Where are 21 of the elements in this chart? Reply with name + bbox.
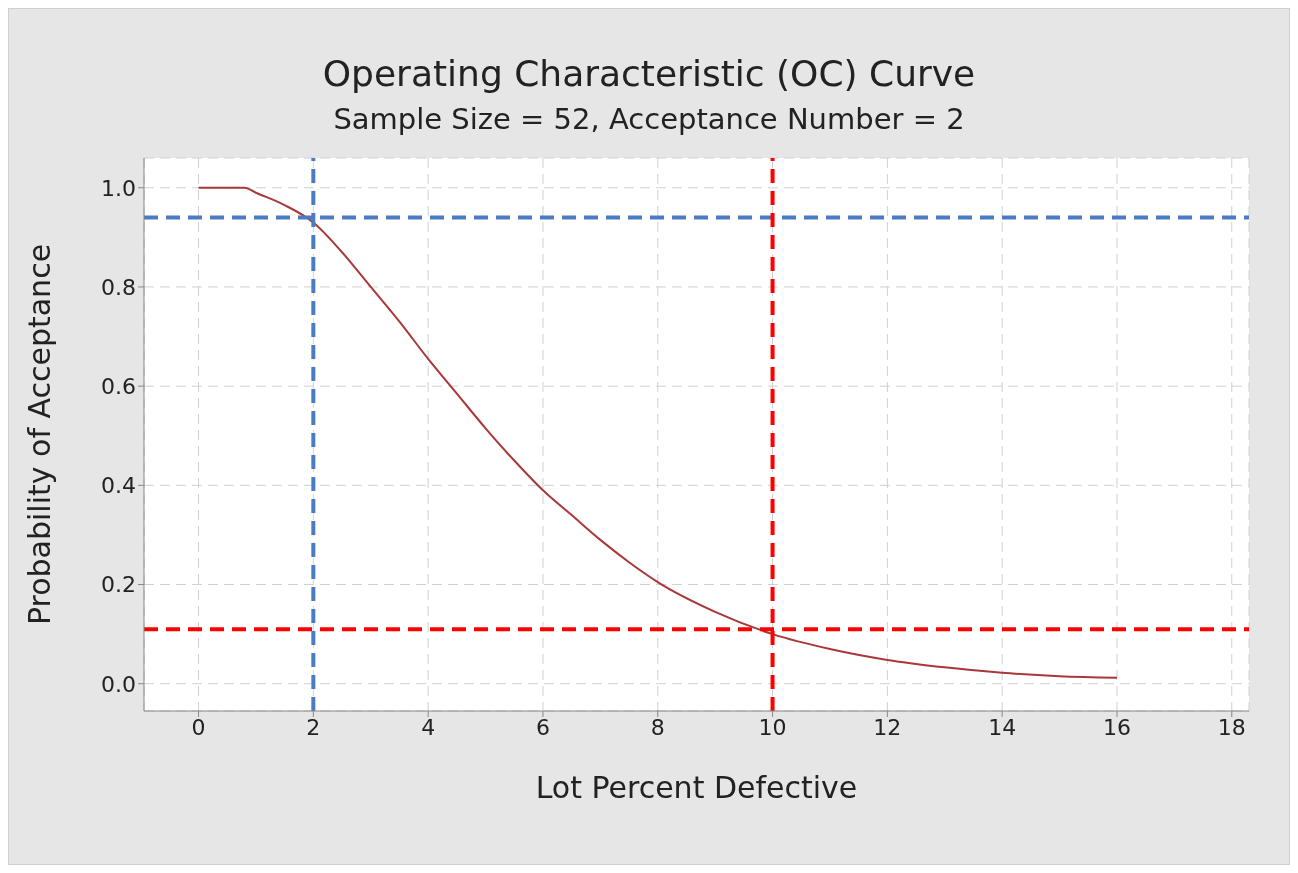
y-tick-label: 0.8 <box>101 274 136 300</box>
x-tick-label: 14 <box>988 714 1017 740</box>
y-tick-label: 1.0 <box>101 175 136 201</box>
x-tick-label: 0 <box>191 714 206 740</box>
chart-title: Operating Characteristic (OC) Curve <box>321 52 977 94</box>
x-axis-title: Lot Percent Defective <box>535 770 858 805</box>
x-tick-label: 16 <box>1102 714 1131 740</box>
line-series <box>197 186 1118 679</box>
x-tick-label: 8 <box>650 714 665 740</box>
y-tick-label: 0.6 <box>101 373 136 399</box>
x-tick-label: 10 <box>758 714 787 740</box>
x-tick-label: 2 <box>306 714 321 740</box>
x-tick-label: 18 <box>1217 714 1246 740</box>
y-tick-label: 0.2 <box>101 572 136 598</box>
chart-subtitle: Sample Size = 52, Acceptance Number = 2 <box>332 102 966 136</box>
x-tick-label: 12 <box>873 714 902 740</box>
y-axis-title: Probability of Acceptance <box>21 243 57 626</box>
x-tick-label: 4 <box>421 714 436 740</box>
y-tick-label: 0.0 <box>101 671 136 697</box>
x-tick-label: 6 <box>535 714 550 740</box>
y-tick-label: 0.4 <box>101 473 136 499</box>
